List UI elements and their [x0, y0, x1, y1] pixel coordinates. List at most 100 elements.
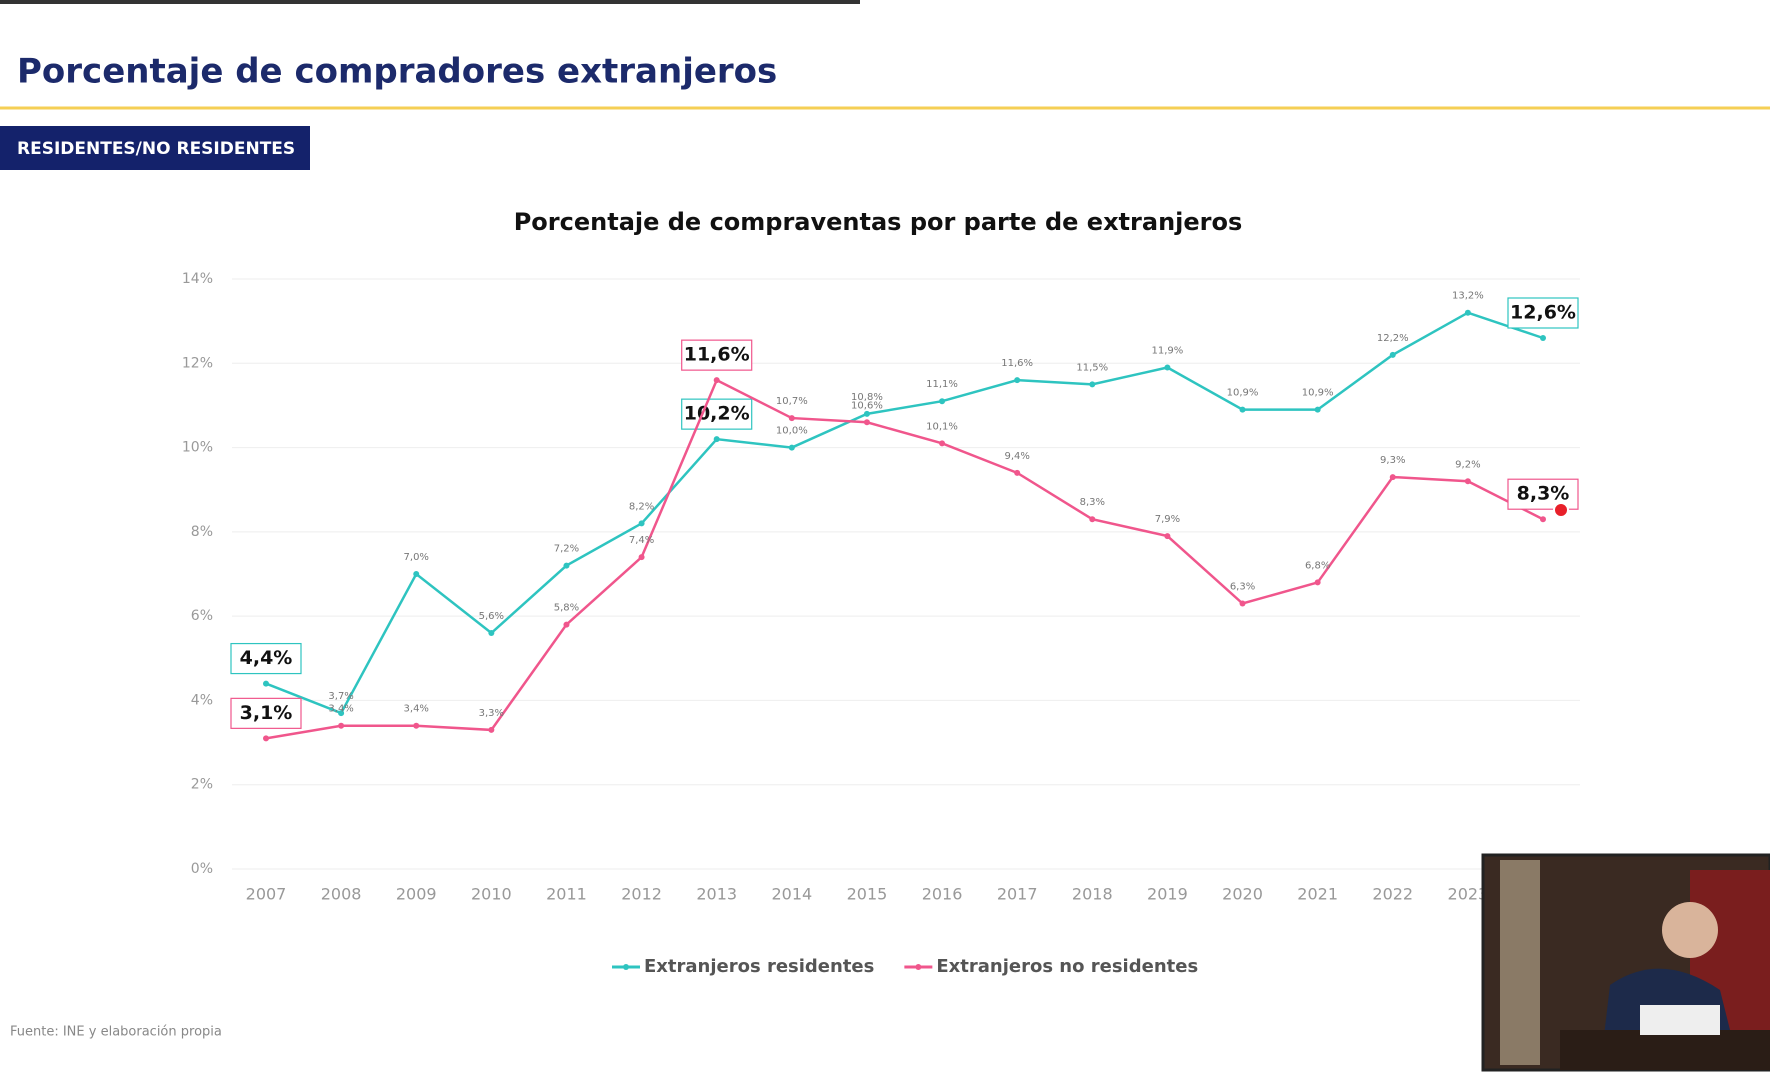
- label-box: [230, 642, 302, 675]
- series-line: [265, 378, 1544, 740]
- x-tick-label: 2016: [922, 885, 963, 904]
- point: [638, 554, 645, 561]
- webcam-bg: [1500, 860, 1540, 1065]
- data-label: 10,6%: [851, 400, 883, 411]
- data-label: 7,9%: [1155, 514, 1180, 525]
- webcam-head: [1662, 902, 1718, 958]
- data-label: 3,4%: [328, 704, 353, 715]
- data-label: 10,1%: [926, 421, 958, 432]
- data-label: 6,8%: [1305, 560, 1330, 571]
- data-label: 3,3%: [479, 708, 504, 719]
- x-tick-label: 2020: [1222, 885, 1263, 904]
- x-tick-label: 2022: [1372, 885, 1413, 904]
- x-tick-label: 2010: [471, 885, 512, 904]
- point: [263, 735, 269, 742]
- data-label: 12,6%: [1510, 302, 1576, 324]
- point: [488, 630, 495, 636]
- point: [713, 377, 720, 384]
- webcam-desk: [1560, 1030, 1770, 1070]
- plot: 0% 2% 4% 6% 8% 10% 12% 14% 2007 2008 2009 2010 2011 2…: [182, 271, 1580, 977]
- x-tick-label: 2013: [696, 885, 737, 904]
- data-label: 9,2%: [1455, 459, 1480, 470]
- point: [1164, 533, 1171, 540]
- point: [1464, 309, 1471, 316]
- point: [939, 440, 946, 447]
- x-tick-label: 2007: [246, 885, 287, 904]
- point: [638, 520, 645, 527]
- y-tick-label: 10%: [182, 440, 213, 456]
- point: [1239, 406, 1246, 413]
- data-label: 3,1%: [240, 702, 293, 724]
- data-label: 11,1%: [926, 379, 958, 390]
- label-box: [681, 339, 753, 371]
- legend-dot: [915, 964, 922, 970]
- point: [1164, 364, 1171, 371]
- slide-title: Porcentaje de compradores extranjeros: [17, 52, 777, 92]
- data-label: 5,8%: [554, 603, 579, 614]
- x-tick-label: 2014: [771, 885, 812, 904]
- source: Fuente: INE y elaboración propia: [10, 1025, 222, 1040]
- data-label: 7,0%: [404, 552, 429, 563]
- x-tick-label: 2012: [621, 885, 662, 904]
- data-label: 8,3%: [1517, 483, 1570, 505]
- badge-text: RESIDENTES/NO RESIDENTES: [17, 139, 295, 159]
- data-label: 10,0%: [776, 426, 808, 437]
- data-label: 7,4%: [629, 535, 654, 546]
- x-tick-label: 2019: [1147, 885, 1188, 904]
- data-label: 10,8%: [851, 392, 883, 403]
- x-tick-label: 2023: [1448, 885, 1489, 904]
- data-label: 7,2%: [554, 544, 579, 555]
- data-label: 8,3%: [1080, 497, 1105, 508]
- x-tick-label: 2021: [1297, 885, 1338, 904]
- data-label: 9,3%: [1380, 455, 1405, 466]
- x-tick-label: 2017: [997, 885, 1038, 904]
- point: [413, 571, 420, 577]
- label-box: [1507, 297, 1579, 329]
- data-label: 11,9%: [1152, 346, 1184, 357]
- data-label: 10,9%: [1227, 388, 1259, 399]
- x-tick-label: 2015: [847, 885, 888, 904]
- point: [338, 722, 345, 729]
- legend-label: Extranjeros residentes: [644, 956, 874, 977]
- point: [563, 562, 570, 569]
- point: [1314, 579, 1321, 586]
- point: [788, 415, 795, 422]
- point: [863, 419, 870, 426]
- data-label: 11,6%: [1001, 358, 1033, 369]
- data-label: 8,2%: [629, 501, 654, 512]
- webcam-papers: [1640, 1005, 1720, 1035]
- point: [713, 436, 720, 443]
- point: [1389, 351, 1396, 358]
- point: [1089, 516, 1096, 523]
- data-label: 10,9%: [1302, 388, 1334, 399]
- cursor: [1553, 502, 1569, 518]
- badge: [0, 126, 310, 170]
- legend-dot: [623, 964, 629, 970]
- data-label: 3,7%: [328, 691, 353, 702]
- y-tick-label: 6%: [191, 608, 213, 624]
- data-label: 9,4%: [1004, 451, 1029, 462]
- data-label: 10,7%: [776, 396, 808, 407]
- point: [1540, 516, 1546, 523]
- data-label: 13,2%: [1452, 291, 1484, 302]
- point: [1014, 377, 1021, 384]
- point: [563, 621, 570, 628]
- y-tick-label: 12%: [182, 355, 213, 371]
- point: [263, 680, 269, 687]
- point: [1014, 469, 1021, 476]
- point: [1314, 406, 1321, 413]
- data-label: 12,2%: [1377, 333, 1409, 344]
- point: [413, 722, 420, 729]
- point: [863, 410, 870, 417]
- webcam: [1481, 853, 1770, 1072]
- point: [788, 444, 795, 451]
- point: [1464, 478, 1471, 485]
- data-label: 10,2%: [684, 403, 750, 425]
- point: [1239, 600, 1246, 607]
- x-tick-label: 2009: [396, 885, 437, 904]
- legend-label: Extranjeros no residentes: [936, 956, 1198, 977]
- chart-title: Porcentaje de compraventas por parte de …: [514, 208, 1243, 236]
- point: [939, 398, 946, 405]
- x-tick-label: 2011: [546, 885, 587, 904]
